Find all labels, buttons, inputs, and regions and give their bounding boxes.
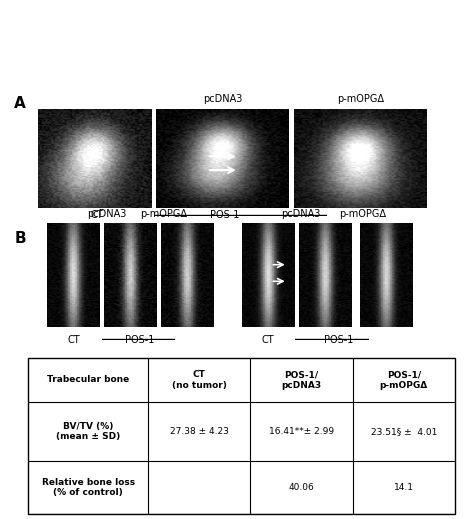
- Text: pcDNA3: pcDNA3: [87, 209, 127, 219]
- Text: Relative bone loss
(% of control): Relative bone loss (% of control): [42, 477, 135, 497]
- Text: CT: CT: [91, 210, 103, 220]
- Text: POS-1/
pcDNA3: POS-1/ pcDNA3: [282, 370, 321, 390]
- Text: p-mOPGΔ: p-mOPGΔ: [339, 209, 386, 219]
- Text: p-mOPGΔ: p-mOPGΔ: [140, 209, 187, 219]
- Text: p-mOPGΔ: p-mOPGΔ: [337, 94, 384, 104]
- Text: B: B: [14, 231, 26, 246]
- Text: CT: CT: [262, 335, 274, 345]
- Text: 40.06: 40.06: [289, 483, 314, 492]
- Text: 16.41**± 2.99: 16.41**± 2.99: [269, 427, 334, 436]
- Text: POS-1: POS-1: [324, 335, 354, 345]
- Text: BV/TV (%)
(mean ± SD): BV/TV (%) (mean ± SD): [56, 421, 120, 441]
- Text: CT
(no tumor): CT (no tumor): [172, 370, 227, 390]
- Text: CT: CT: [67, 335, 80, 345]
- Text: 27.38 ± 4.23: 27.38 ± 4.23: [170, 427, 228, 436]
- Text: 14.1: 14.1: [394, 483, 414, 492]
- Text: pcDNA3: pcDNA3: [203, 94, 243, 104]
- Text: A: A: [14, 97, 26, 111]
- Text: pcDNA3: pcDNA3: [281, 209, 321, 219]
- Text: Trabecular bone: Trabecular bone: [47, 375, 129, 385]
- Text: 23.51§ ±  4.01: 23.51§ ± 4.01: [371, 427, 437, 436]
- Text: POS-1/
p-mOPGΔ: POS-1/ p-mOPGΔ: [380, 370, 428, 390]
- Text: POS-1: POS-1: [125, 335, 155, 345]
- Text: POS-1: POS-1: [210, 210, 240, 220]
